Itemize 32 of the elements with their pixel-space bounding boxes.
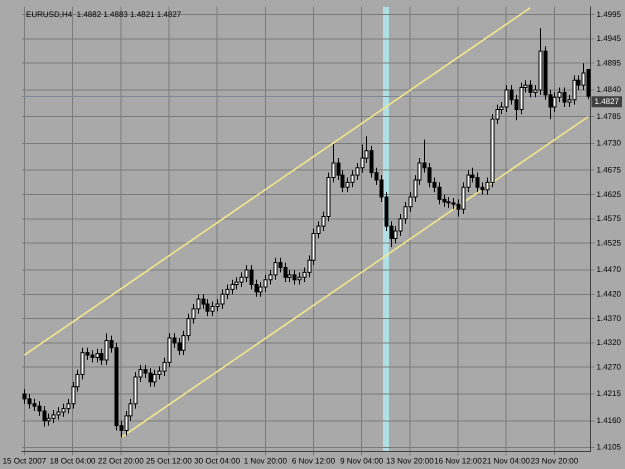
y-tick-label: 1.4995 [596,10,622,19]
x-tick-label: 30 Oct 04:00 [194,456,241,466]
x-tick-label: 18 Oct 04:00 [50,456,96,466]
x-tick-label: 22 Oct 20:00 [98,456,144,466]
y-tick-label: 1.4895 [596,58,622,68]
y-tick-label: 1.4370 [596,314,622,323]
y-tick-label: 1.4420 [596,289,622,298]
y-tick-label: 1.4625 [596,190,622,199]
y-tick-label: 1.4945 [596,34,622,44]
y-tick-label: 1.4525 [596,238,622,248]
y-tick-label: 1.4840 [596,85,622,94]
x-tick-label: 13 Nov 20:00 [386,456,434,466]
x-tick-label: 6 Nov 12:00 [292,456,336,466]
y-tick-label: 1.4730 [596,138,622,148]
y-tick-label: 1.4215 [596,389,622,398]
y-tick-label: 1.4270 [596,362,622,372]
y-tick-label: 1.4320 [596,338,622,348]
y-tick-label: 1.4105 [596,442,622,452]
x-tick-label: 23 Nov 20:00 [530,456,579,466]
y-tick-label: 1.4675 [596,165,622,174]
x-tick-label: 9 Nov 04:00 [340,456,384,466]
y-tick-label: 1.4785 [596,112,622,121]
ref-line-label: 1.4827 [594,97,620,106]
y-tick-label: 1.4160 [596,416,622,425]
x-tick-label: 21 Nov 04:00 [482,456,531,466]
y-tick-label: 1.4575 [596,214,622,224]
chart-title: EURUSD,H4 1.4882 1.4883 1.4821 1.4827 [26,10,182,20]
x-tick-label: 15 Oct 2007 [2,456,47,466]
x-tick-label: 25 Oct 12:00 [146,456,192,466]
x-tick-label: 1 Nov 20:00 [244,456,288,466]
y-tick-label: 1.4470 [596,265,622,274]
x-tick-label: 16 Nov 12:00 [434,456,482,466]
